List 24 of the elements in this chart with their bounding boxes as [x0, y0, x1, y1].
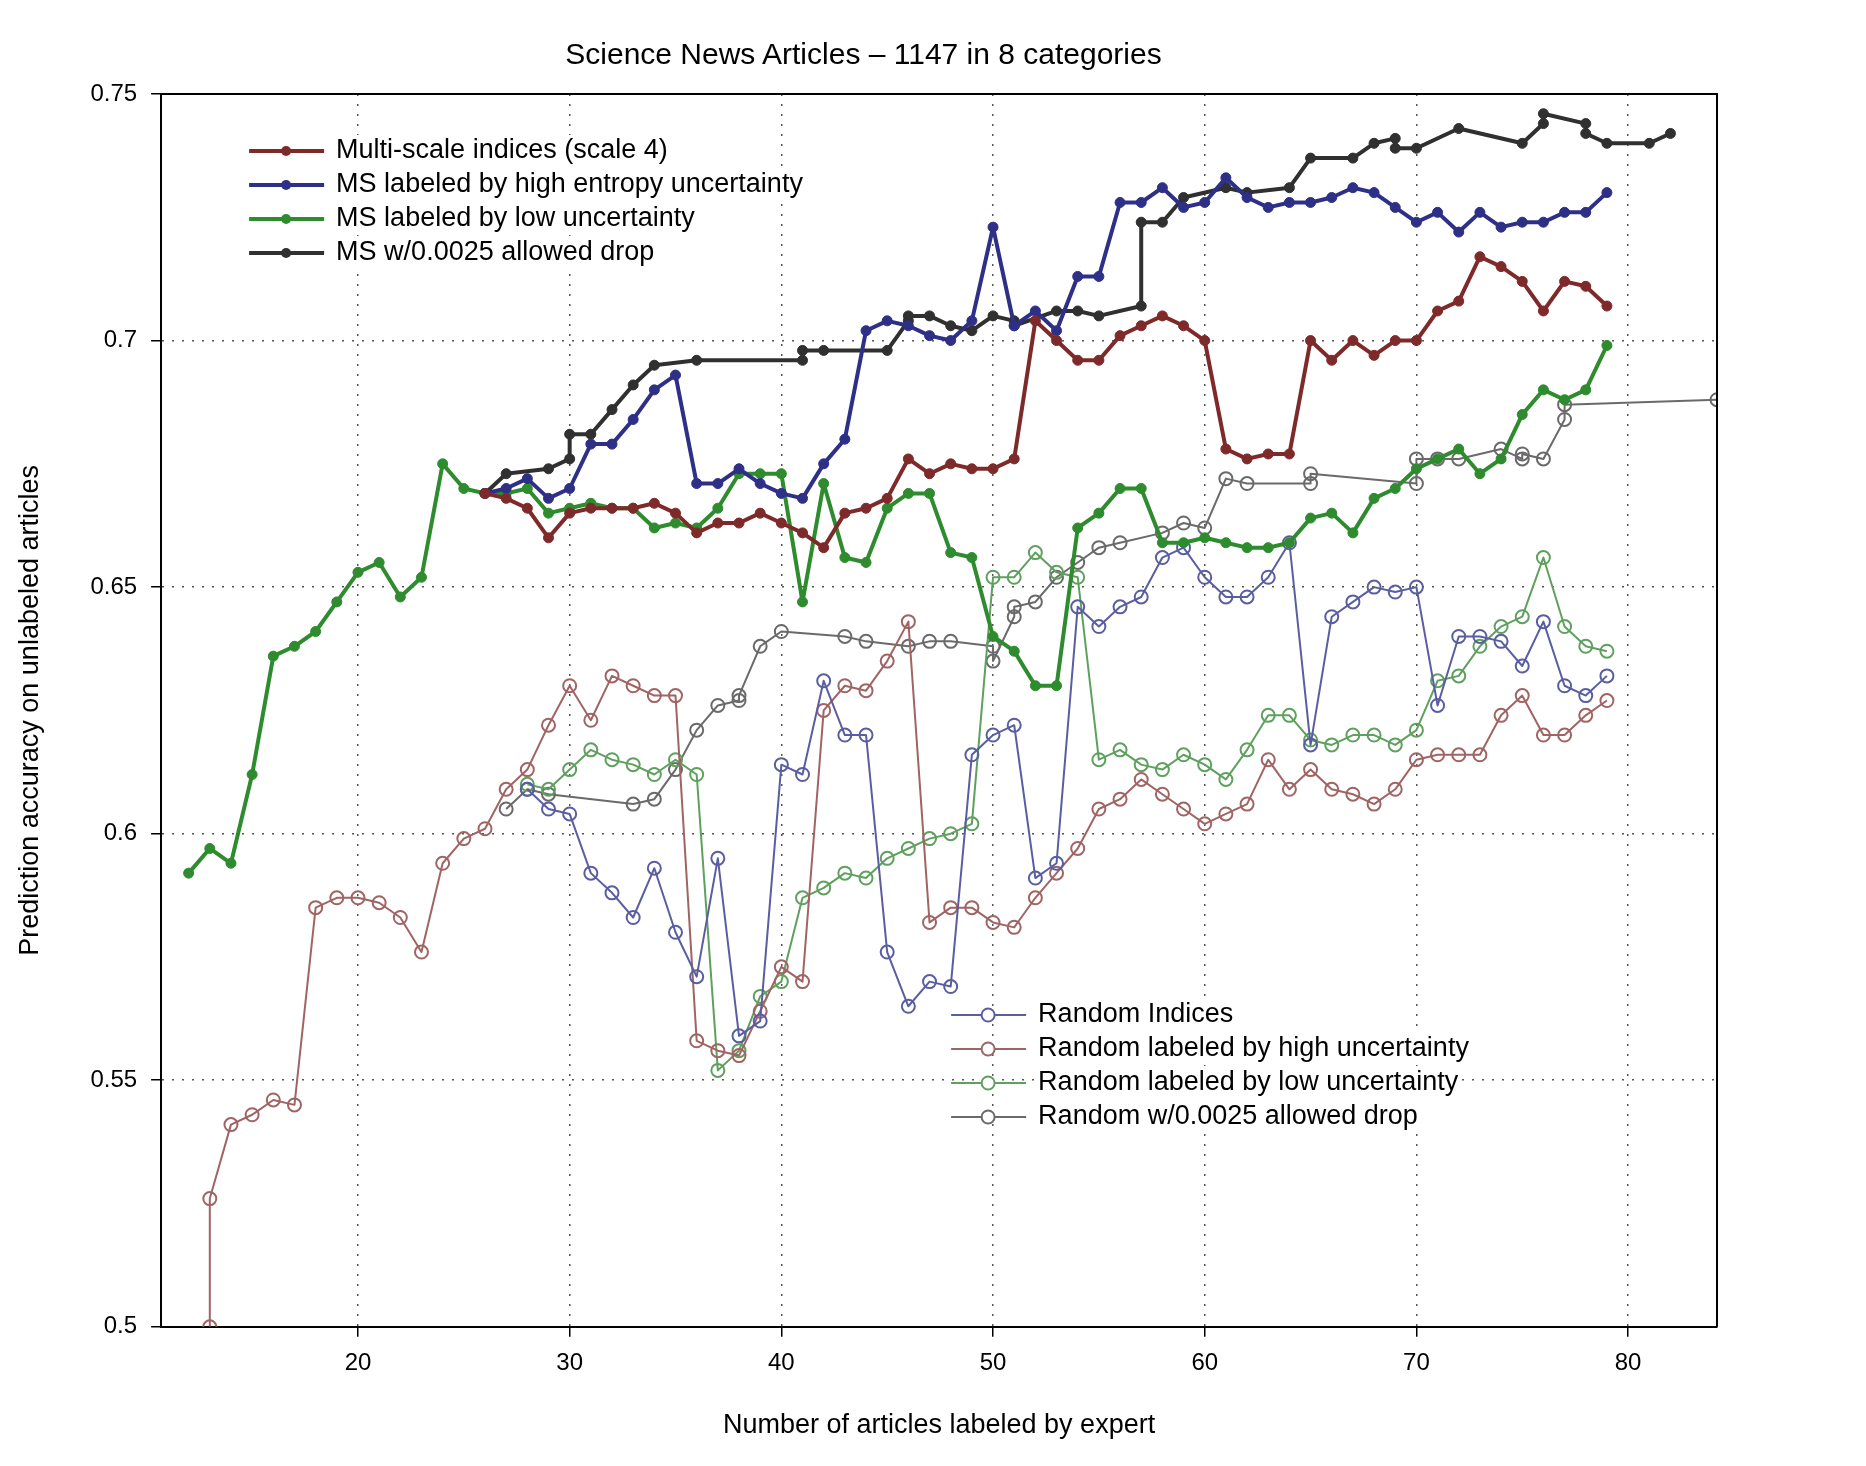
y-tick-label: 0.75	[90, 78, 138, 106]
legend-label: MS labeled by high entropy uncertainty	[336, 168, 804, 199]
x-tick-label: 30	[556, 1347, 584, 1375]
legend-label: Random w/0.0025 allowed drop	[1038, 1100, 1418, 1131]
y-axis-title: Prediction accuracy on unlabeled articles	[13, 465, 44, 956]
chart-title: Science News Articles – 1147 in 8 categories	[565, 37, 1162, 71]
x-axis-title: Number of articles labeled by expert	[722, 1409, 1156, 1440]
x-tick-label: 80	[1614, 1347, 1642, 1375]
x-tick-label: 70	[1403, 1347, 1430, 1375]
y-tick-label: 0.6	[103, 818, 138, 846]
y-tick-label: 0.7	[103, 325, 138, 353]
legend-label: Random Indices	[1038, 998, 1234, 1029]
legend-label: Multi-scale indices (scale 4)	[336, 134, 668, 165]
x-tick-label: 40	[768, 1347, 795, 1375]
y-tick-label: 0.5	[103, 1311, 138, 1339]
legend-label: MS labeled by low uncertainty	[336, 202, 696, 233]
x-tick-label: 50	[979, 1347, 1007, 1375]
legend-label: MS w/0.0025 allowed drop	[336, 236, 655, 267]
legend-label: Random labeled by high uncertainty	[1038, 1032, 1470, 1063]
legend-label: Random labeled by low uncertainty	[1038, 1066, 1459, 1097]
x-tick-label: 20	[344, 1347, 372, 1375]
y-tick-label: 0.55	[90, 1064, 138, 1092]
x-tick-label: 60	[1191, 1347, 1219, 1375]
y-tick-label: 0.65	[90, 571, 138, 599]
